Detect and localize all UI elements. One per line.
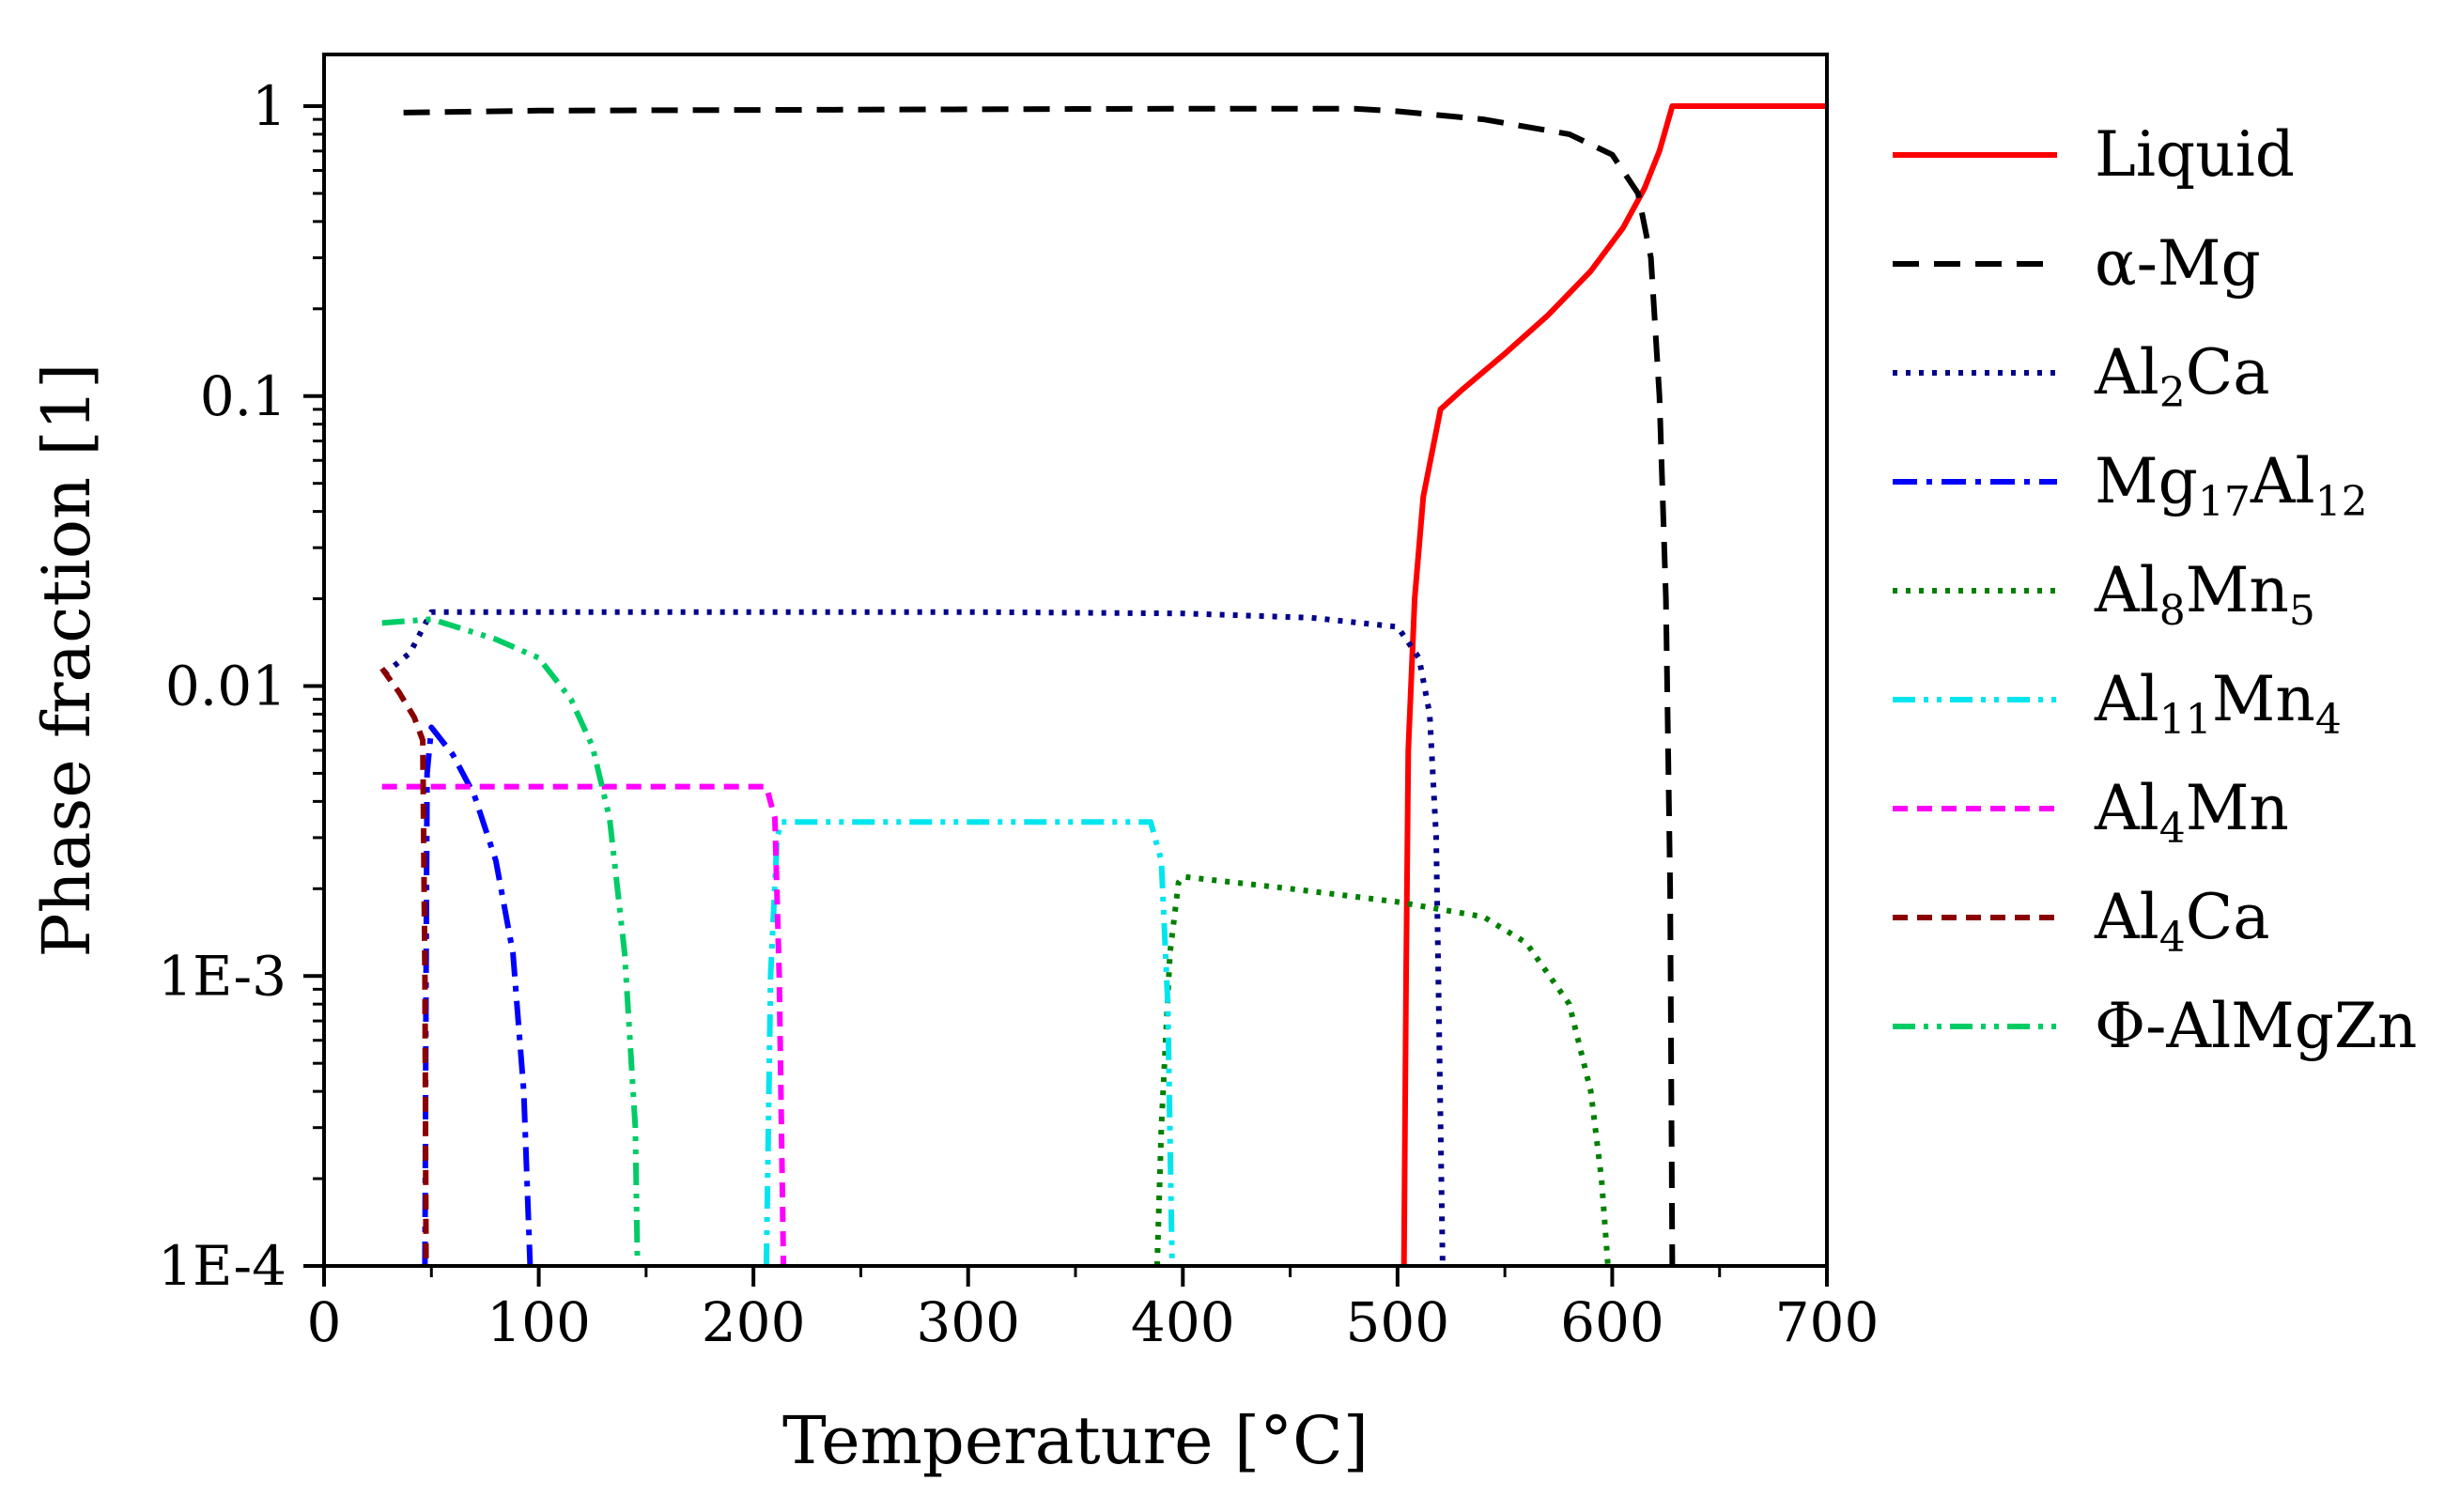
legend: Liquid α-Mg Al2Ca Mg17Al12 Al8Mn5 Al11Mn4 Al4M… xyxy=(1893,118,2417,1062)
legend-label-al4mn: Al4Mn xyxy=(2094,772,2289,853)
x-tick-label: 600 xyxy=(1560,1290,1664,1354)
x-tick-label: 0 xyxy=(307,1290,342,1354)
series-line-al8mn5 xyxy=(1153,873,1611,1266)
series-line-al4mn xyxy=(381,783,787,1266)
series-line-liquid xyxy=(1400,103,1827,1266)
legend-label-liquid: Liquid xyxy=(2095,118,2295,191)
legend-label-al8mn5: Al8Mn5 xyxy=(2094,554,2315,635)
series-line-mg17al12 xyxy=(422,724,534,1266)
x-tick-label: 200 xyxy=(702,1290,806,1354)
x-axis-label: Temperature [°C] xyxy=(782,1402,1369,1479)
y-axis-label: Phase fraction [1] xyxy=(28,363,105,958)
y-tick-label: 0.01 xyxy=(165,655,286,718)
series-line-al2ca xyxy=(382,609,1446,1266)
x-tick-label: 700 xyxy=(1775,1290,1880,1354)
y-axis: 1E-4 1E-3 0.01 0.1 1 xyxy=(158,74,324,1298)
series-layer xyxy=(379,103,1827,1266)
x-tick-label: 300 xyxy=(916,1290,1020,1354)
series-line-al4ca xyxy=(379,667,429,1266)
y-tick-label: 0.1 xyxy=(200,364,286,428)
legend-label-al2ca: Al2Ca xyxy=(2094,336,2270,417)
series-line-mg xyxy=(403,105,1676,1266)
x-tick-label: 400 xyxy=(1131,1290,1235,1354)
legend-label-almgzn: Φ-AlMgZn xyxy=(2095,990,2417,1062)
x-tick-label: 100 xyxy=(487,1290,591,1354)
y-tick-label: 1E-4 xyxy=(158,1234,286,1298)
y-tick-label: 1E-3 xyxy=(158,944,286,1008)
series-line-almgzn xyxy=(381,616,641,1266)
legend-label-al4ca: Al4Ca xyxy=(2094,881,2270,962)
legend-label-mg: α-Mg xyxy=(2095,227,2261,300)
x-tick-label: 500 xyxy=(1345,1290,1449,1354)
legend-label-al11mn4: Al11Mn4 xyxy=(2094,663,2342,744)
x-axis: 0 100 200 300 400 500 600 700 xyxy=(307,1266,1880,1354)
y-tick-label: 1 xyxy=(252,74,286,138)
legend-label-mg17al12: Mg17Al12 xyxy=(2095,445,2368,526)
